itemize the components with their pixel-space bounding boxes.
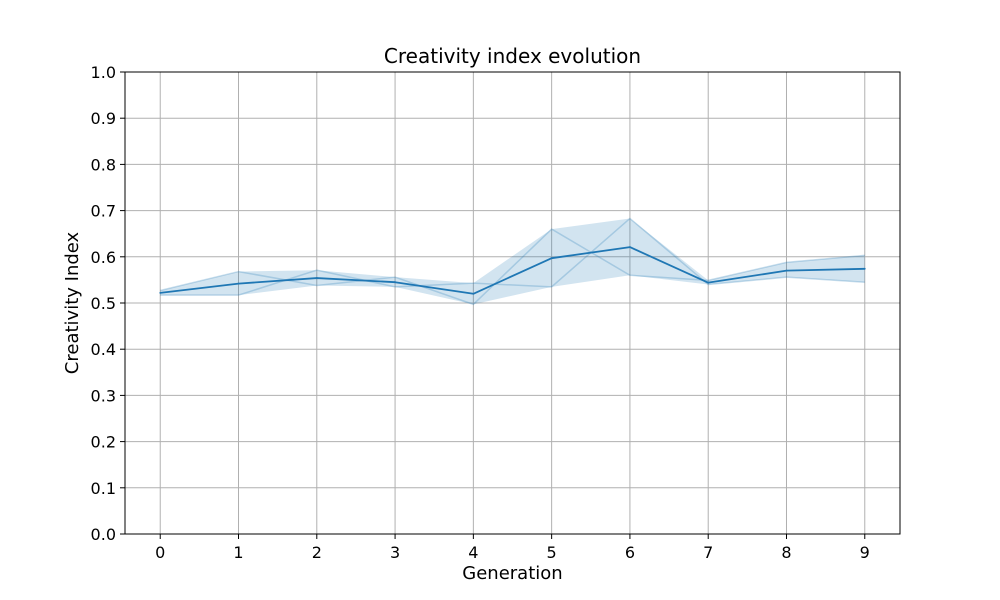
data-point — [159, 291, 162, 294]
x-axis-label: Generation — [462, 563, 563, 584]
data-point — [550, 257, 553, 260]
y-tick-label: 0.0 — [91, 525, 116, 544]
y-tick-label: 0.6 — [91, 248, 116, 267]
data-point — [237, 282, 240, 285]
y-tick-label: 0.2 — [91, 433, 116, 452]
grid-layer — [125, 71, 900, 535]
x-tick-label: 2 — [312, 543, 322, 562]
y-tick-label: 0.1 — [91, 479, 116, 498]
data-point — [629, 246, 631, 249]
x-tick-label: 4 — [468, 543, 478, 562]
series-layer — [159, 246, 866, 295]
chart-title: Creativity index evolution — [383, 44, 642, 68]
x-tick-label: 0 — [155, 543, 165, 562]
x-tick-label: 3 — [390, 543, 400, 562]
y-tick-label: 1.0 — [91, 63, 116, 82]
y-tick-label: 0.7 — [91, 202, 116, 221]
data-point — [472, 292, 475, 295]
x-tick-label: 8 — [781, 543, 791, 562]
series-line-mean — [160, 246, 865, 295]
data-point — [707, 281, 710, 284]
y-tick-label: 0.4 — [91, 340, 116, 359]
x-tick-label: 5 — [547, 543, 557, 562]
confidence-band — [160, 218, 865, 305]
x-tick-label: 7 — [703, 543, 713, 562]
data-point — [785, 269, 788, 272]
x-tick-label: 6 — [625, 543, 635, 562]
run-line-run-a — [160, 228, 865, 306]
data-point — [315, 277, 318, 279]
y-tick-label: 0.8 — [91, 155, 116, 174]
run-line-run-b — [160, 217, 865, 296]
x-tick-label: 1 — [233, 543, 243, 562]
y-axis-label: Creativity Index — [62, 231, 83, 375]
x-axis-ticks: 0 1 2 3 4 5 6 7 8 9 — [155, 534, 870, 562]
confidence-band-layer — [160, 217, 865, 306]
y-axis-ticks: 0.0 0.1 0.2 0.3 0.4 0.5 0.6 0.7 0.8 0.9 1.0 — [91, 63, 125, 544]
y-tick-label: 0.3 — [91, 386, 116, 405]
y-tick-label: 0.9 — [91, 109, 116, 128]
x-tick-label: 9 — [860, 543, 870, 562]
y-tick-label: 0.5 — [91, 294, 116, 313]
data-point — [394, 281, 396, 284]
data-point — [863, 267, 866, 270]
